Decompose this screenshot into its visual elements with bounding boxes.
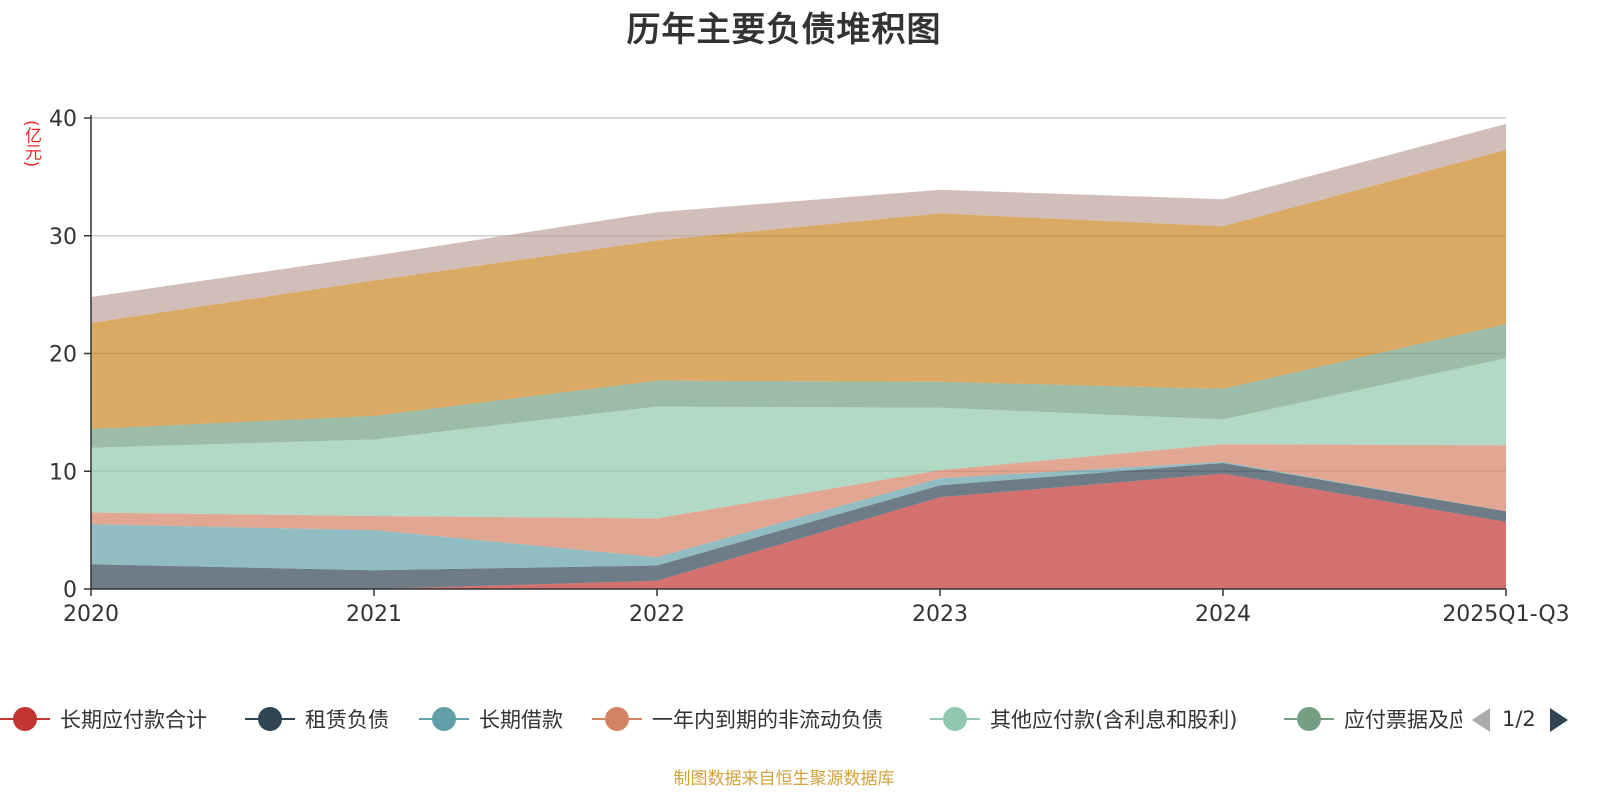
- y-tick-label: 30: [49, 225, 77, 250]
- y-tick-label: 40: [49, 107, 77, 132]
- y-tick-label: 20: [49, 343, 77, 368]
- legend-swatch-icon: [592, 704, 642, 734]
- legend-swatch-icon: [419, 704, 469, 734]
- legend: 长期应付款合计 租赁负债 长期借款 一年内到期的非流动负债 其他应付款(含利息和股利) 应…: [0, 704, 1600, 734]
- legend-swatch-icon: [245, 704, 295, 734]
- legend-swatch-icon: [930, 704, 980, 734]
- area-合同负债: [91, 149, 1506, 429]
- legend-label: 一年内到期的非流动负债: [652, 708, 883, 732]
- area-长期应付款合计: [91, 473, 1506, 589]
- legend-swatch-icon: [0, 704, 50, 734]
- legend-next-page-icon[interactable]: [1550, 708, 1568, 732]
- legend-swatch-icon: [1284, 704, 1334, 734]
- x-tick-label: 2024: [1195, 602, 1251, 627]
- legend-label: 应付票据及应付账款: [1344, 708, 1462, 732]
- y-tick-label: 0: [63, 578, 77, 603]
- chart-title: 历年主要负债堆积图: [626, 10, 942, 50]
- area-其他应付款(含利息和股利): [91, 358, 1506, 519]
- legend-item[interactable]: 应付票据及应付账款: [1284, 704, 1462, 734]
- legend-page-indicator: 1/2: [1502, 707, 1536, 731]
- y-axis-unit-label: (亿元): [21, 120, 41, 168]
- legend-item[interactable]: 一年内到期的非流动负债: [592, 704, 883, 734]
- source-note: 制图数据来自恒生聚源数据库: [673, 769, 895, 789]
- legend-items: 长期应付款合计 租赁负债 长期借款 一年内到期的非流动负债 其他应付款(含利息和股利) 应…: [0, 704, 1462, 734]
- legend-prev-page-icon[interactable]: [1472, 708, 1490, 732]
- area-应付票据及应付账款: [91, 324, 1506, 448]
- legend-item[interactable]: 其他应付款(含利息和股利): [930, 704, 1237, 734]
- x-tick-label: 2022: [629, 602, 685, 627]
- area-租赁负债: [91, 463, 1506, 589]
- y-tick-label: 10: [49, 460, 77, 485]
- legend-label: 租赁负债: [305, 708, 389, 732]
- area-长期借款: [91, 461, 1506, 571]
- area-一年内到期的非流动负债: [91, 444, 1506, 558]
- area-短期借款: [91, 123, 1506, 323]
- chart-plot: 0 10 20 30 40 2020 2021 2022 2023 2024 2025Q1-Q3: [49, 107, 1570, 627]
- x-tick-label: 2021: [346, 602, 402, 627]
- x-tick-label: 2025Q1-Q3: [1442, 602, 1569, 627]
- legend-label: 长期借款: [479, 708, 563, 732]
- legend-label: 长期应付款合计: [60, 708, 207, 732]
- legend-item[interactable]: 租赁负债: [245, 704, 389, 734]
- legend-label: 其他应付款(含利息和股利): [990, 708, 1238, 732]
- x-tick-label: 2020: [63, 602, 119, 627]
- x-tick-label: 2023: [912, 602, 968, 627]
- legend-item[interactable]: 长期应付款合计: [0, 704, 207, 734]
- legend-item[interactable]: 长期借款: [419, 704, 563, 734]
